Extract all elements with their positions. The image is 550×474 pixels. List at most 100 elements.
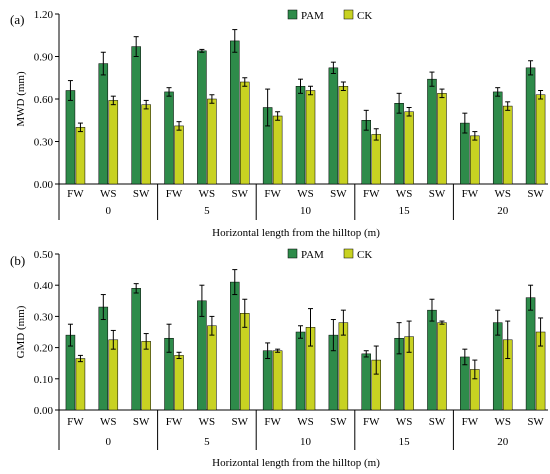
x-subcategory-label: FW: [462, 188, 479, 200]
y-tick-label: 0.10: [34, 374, 54, 386]
x-subcategory-label: FW: [462, 416, 479, 428]
bar-ck: [207, 325, 217, 411]
bar-pam: [295, 86, 306, 185]
x-subcategory-label: WS: [297, 188, 314, 200]
x-group-label: 10: [300, 436, 312, 448]
x-subcategory-label: FW: [363, 416, 380, 428]
bar-ck: [141, 341, 151, 411]
bar-ck: [272, 115, 283, 185]
x-subcategory-label: FW: [166, 416, 183, 428]
bar-ck: [371, 134, 381, 185]
bar-pam: [197, 50, 207, 185]
bar-ck: [272, 350, 283, 411]
legend-swatch-pam: [287, 9, 298, 20]
x-axis-title: Horizontal length from the hilltop (m): [212, 457, 380, 469]
bar-ck: [305, 90, 316, 185]
x-subcategory-label: SW: [429, 416, 446, 428]
y-tick-label: 0.30: [34, 137, 54, 149]
bar-ck: [108, 339, 119, 411]
y-tick-label: 1.20: [34, 9, 54, 21]
bar-ck: [207, 98, 217, 185]
y-axis-title: MWD (mm): [15, 71, 27, 127]
legend-label-pam: PAM: [301, 10, 324, 22]
bar-ck: [174, 355, 184, 411]
bar-pam: [525, 297, 536, 411]
bar-pam: [427, 78, 437, 185]
bar-ck: [502, 105, 513, 185]
x-subcategory-label: FW: [67, 188, 84, 200]
legend-label-ck: CK: [357, 10, 372, 22]
x-group-label: 20: [497, 205, 509, 217]
x-group-label: 15: [399, 205, 411, 217]
x-subcategory-label: SW: [232, 416, 249, 428]
bar-pam: [230, 281, 240, 411]
panel-b-gmd-chart: (b) 0.00 0.10 0.20 0.30 0.40 0.50 GMD (mm) FW WS S…: [10, 248, 548, 469]
bar-pam: [197, 300, 207, 411]
y-tick-label: 0.30: [34, 311, 54, 323]
bar-ck: [338, 86, 349, 185]
x-subcategory-label: SW: [527, 188, 544, 200]
bar-pam: [295, 331, 306, 411]
bar-ck: [174, 125, 184, 185]
x-subcategory-label: SW: [330, 188, 347, 200]
x-subcategory-label: WS: [494, 416, 511, 428]
x-subcategory-label: FW: [363, 188, 380, 200]
panel-label: (b): [10, 253, 25, 268]
bar-pam: [230, 40, 240, 185]
x-subcategory-label: WS: [199, 416, 216, 428]
x-subcategory-label: WS: [199, 188, 216, 200]
x-group-label: 0: [106, 205, 112, 217]
y-axis-title: GMD (mm): [15, 305, 27, 358]
bar-ck: [535, 94, 546, 185]
bar-pam: [328, 67, 339, 185]
legend-swatch-pam: [287, 248, 298, 259]
bar-ck: [75, 358, 86, 411]
bar-pam: [492, 322, 503, 411]
x-group-label: 15: [399, 436, 411, 448]
x-subcategory-label: FW: [264, 416, 281, 428]
y-tick-label: 0.50: [34, 249, 54, 261]
x-subcategory-label: FW: [166, 188, 183, 200]
bar-ck: [338, 322, 349, 411]
bar-pam: [427, 309, 437, 411]
x-subcategory-label: SW: [330, 416, 347, 428]
legend-label-ck: CK: [357, 249, 372, 261]
x-subcategory-label: WS: [494, 188, 511, 200]
bar-pam: [262, 350, 273, 411]
x-subcategory-label: WS: [100, 188, 117, 200]
bar-pam: [361, 353, 371, 411]
x-subcategory-label: SW: [527, 416, 544, 428]
bar-pam: [525, 67, 536, 185]
y-tick-label: 0.90: [34, 52, 54, 64]
panel-label: (a): [10, 12, 24, 27]
legend-label-pam: PAM: [301, 249, 324, 261]
y-tick-label: 0.00: [34, 405, 54, 417]
x-axis-title: Horizontal length from the hilltop (m): [212, 227, 380, 239]
y-tick-label: 0.00: [34, 179, 54, 191]
x-group-label: 0: [106, 436, 112, 448]
bar-pam: [98, 306, 109, 411]
bar-ck: [240, 81, 250, 185]
x-subcategory-label: WS: [297, 416, 314, 428]
bar-pam: [131, 46, 141, 185]
x-group-label: 5: [204, 205, 210, 217]
x-subcategory-label: WS: [396, 416, 413, 428]
legend-swatch-ck: [343, 248, 354, 259]
bar-pam: [492, 91, 503, 185]
bar-ck: [141, 104, 151, 185]
x-subcategory-label: SW: [232, 188, 249, 200]
bar-pam: [65, 90, 76, 185]
x-subcategory-label: FW: [67, 416, 84, 428]
y-tick-label: 0.20: [34, 343, 54, 355]
x-subcategory-label: SW: [429, 188, 446, 200]
x-subcategory-label: SW: [133, 188, 150, 200]
x-subcategory-label: FW: [264, 188, 281, 200]
x-group-label: 5: [204, 436, 210, 448]
y-tick-label: 0.60: [34, 94, 54, 106]
x-subcategory-label: WS: [100, 416, 117, 428]
bar-pam: [98, 63, 109, 185]
legend-swatch-ck: [343, 9, 354, 20]
panel-a-mwd-chart: (a) 0.00 0.30 0.60 0.90 1.20 MWD (mm) FW WS SW 0 FW…: [10, 9, 548, 239]
x-group-label: 20: [497, 436, 509, 448]
